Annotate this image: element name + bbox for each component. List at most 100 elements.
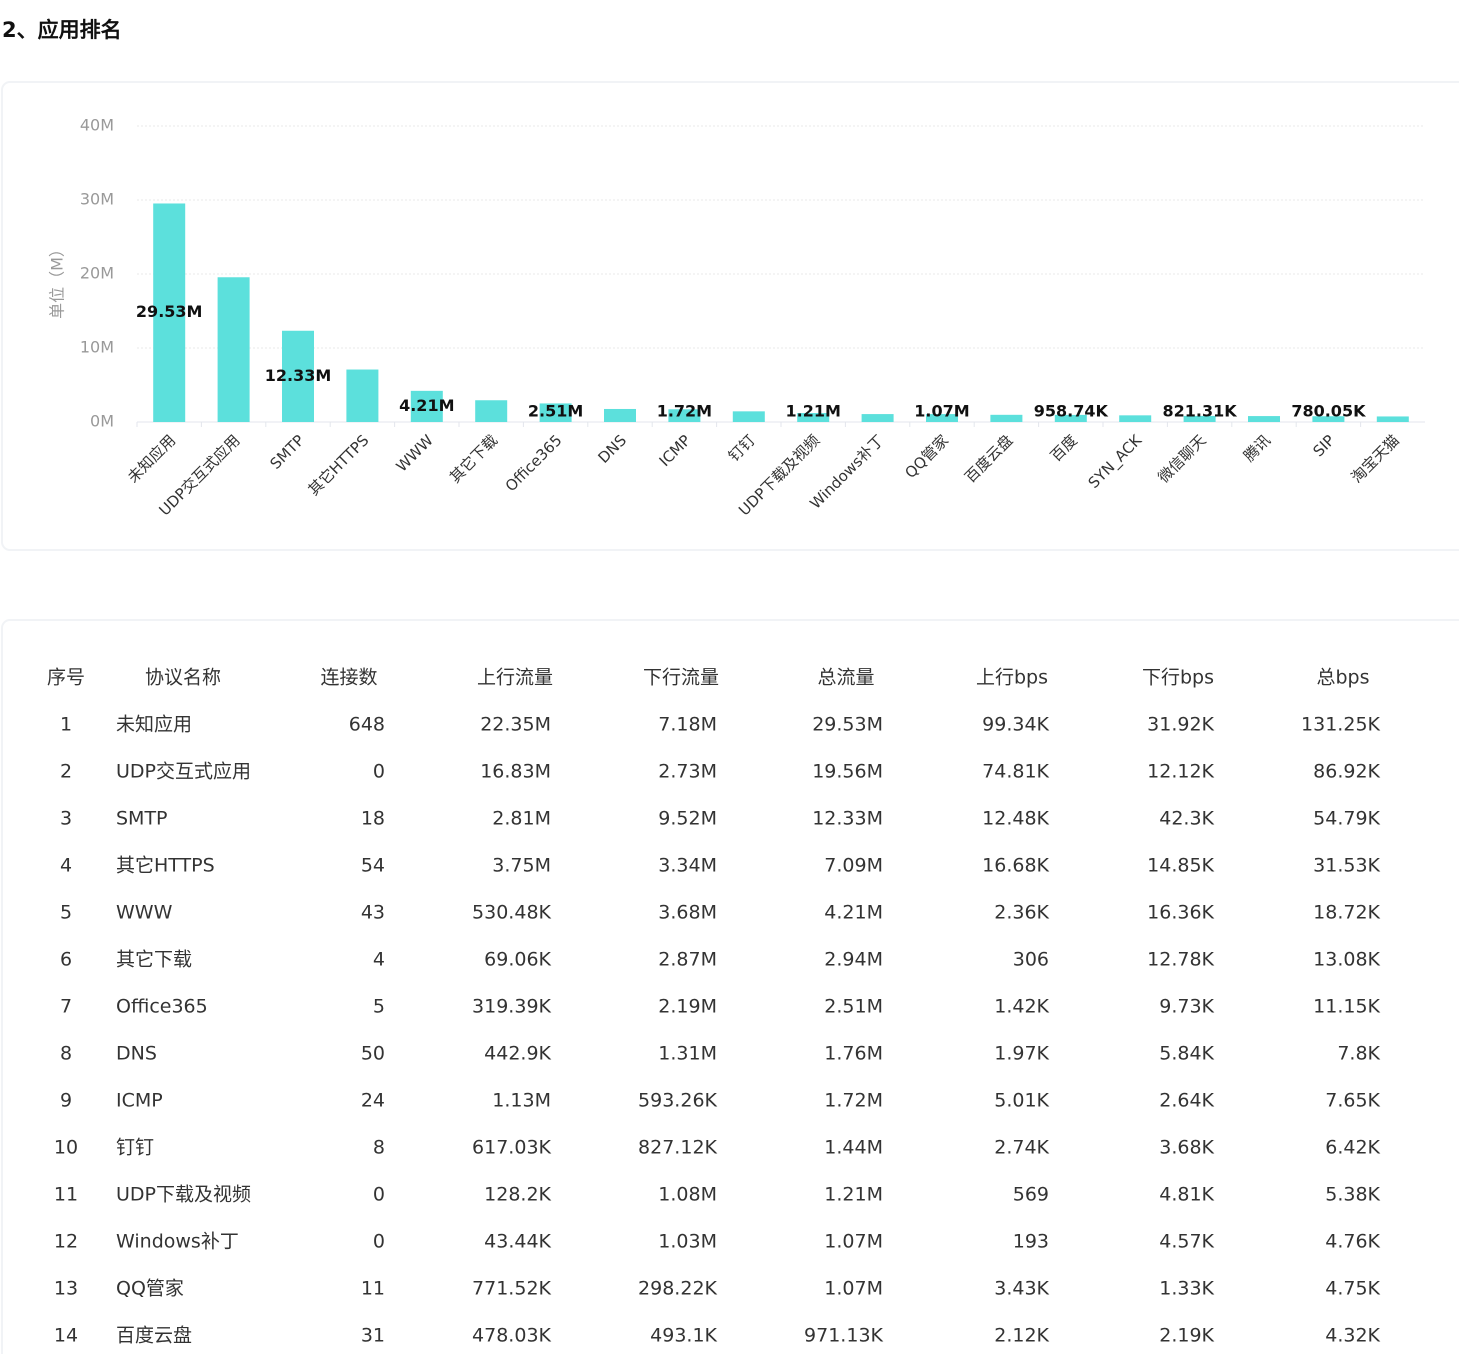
table-cell: 18 [361, 808, 385, 830]
table-cell: DNS [116, 1043, 157, 1065]
table-cell: 9 [60, 1090, 72, 1112]
table-cell: 0 [373, 1231, 385, 1253]
table-cell: 13 [54, 1278, 78, 1300]
table-cell: 10 [54, 1137, 78, 1159]
y-tick-label: 40M [80, 116, 114, 135]
table-cell: 478.03K [472, 1325, 551, 1347]
table-cell: 2.73M [658, 761, 717, 783]
bar [990, 414, 1023, 422]
data-label: 2.51M [528, 402, 583, 421]
table-cell: 8 [60, 1043, 72, 1065]
y-tick-label: 10M [80, 338, 114, 357]
table-cell: 569 [1013, 1184, 1049, 1206]
table-cell: 14 [54, 1325, 78, 1347]
table-cell: 12 [54, 1231, 78, 1253]
table-cell: 193 [1013, 1231, 1049, 1253]
table-cell: 3.75M [492, 855, 551, 877]
table-cell: 0 [373, 761, 385, 783]
table-cell: 31.53K [1313, 855, 1380, 877]
bar [475, 400, 508, 422]
table-cell: 86.92K [1313, 761, 1380, 783]
y-tick-label: 20M [80, 264, 114, 283]
data-label: 1.72M [657, 402, 712, 421]
data-label: 29.53M [136, 302, 203, 321]
table-cell: 1.31M [658, 1043, 717, 1065]
data-label: 4.21M [399, 396, 454, 415]
table-cell: 3.68K [1159, 1137, 1214, 1159]
table-cell: 4.76K [1325, 1231, 1380, 1253]
table-cell: 530.48K [472, 902, 551, 924]
table-cell: 2.36K [994, 902, 1049, 924]
bar [926, 414, 958, 422]
table-cell: 3 [60, 808, 72, 830]
table-card [1, 619, 1459, 1358]
table-cell: 16.36K [1147, 902, 1214, 924]
table-cell: 1.97K [994, 1043, 1049, 1065]
bar [1376, 416, 1409, 422]
table-cell: 2.12K [994, 1325, 1049, 1347]
table-cell: 128.2K [484, 1184, 551, 1206]
table-cell: 43.44K [484, 1231, 551, 1253]
table-header: 序号 [47, 667, 85, 689]
table-cell: 其它HTTPS [116, 855, 215, 877]
table-cell: 6 [60, 949, 72, 971]
chart-card [1, 81, 1459, 551]
table-cell: 12.12K [1147, 761, 1214, 783]
table-cell: 3.34M [658, 855, 717, 877]
table-cell: 12.78K [1147, 949, 1214, 971]
table-cell: 4.81K [1159, 1184, 1214, 1206]
table-cell: 12.33M [812, 808, 883, 830]
table-cell: 钉钉 [116, 1137, 154, 1159]
bar [539, 403, 572, 422]
table-cell: 1.07M [824, 1278, 883, 1300]
table-cell: 7.8K [1337, 1043, 1380, 1065]
table-cell: 7.65K [1325, 1090, 1380, 1112]
table-header: 上行bps [976, 667, 1048, 689]
bar [861, 414, 894, 422]
data-label: 821.31K [1163, 402, 1238, 421]
table-cell: 131.25K [1301, 714, 1380, 736]
table-cell: 298.22K [638, 1278, 717, 1300]
table-cell: 2.19M [658, 996, 717, 1018]
table-cell: 319.39K [472, 996, 551, 1018]
table-cell: 4 [60, 855, 72, 877]
table-cell: 22.35M [480, 714, 551, 736]
bar [1119, 415, 1152, 422]
table-cell: 1.21M [824, 1184, 883, 1206]
table-header: 连接数 [320, 667, 377, 689]
table-cell: 50 [361, 1043, 385, 1065]
table-cell: 19.56M [812, 761, 883, 783]
bar [1248, 416, 1280, 422]
table-cell: 14.85K [1147, 855, 1214, 877]
table-cell: 5.01K [994, 1090, 1049, 1112]
table-cell: 99.34K [982, 714, 1049, 736]
table-cell: 29.53M [812, 714, 883, 736]
table-cell: 1.33K [1159, 1278, 1214, 1300]
table-cell: WWW [116, 902, 173, 924]
bar [1183, 415, 1216, 422]
table-header: 下行流量 [643, 667, 719, 689]
bar [153, 203, 186, 422]
data-label: 1.07M [914, 402, 969, 421]
table-cell: 2.74K [994, 1137, 1049, 1159]
table-cell: 9.73K [1159, 996, 1214, 1018]
table-cell: 2.51M [824, 996, 883, 1018]
table-cell: 未知应用 [116, 714, 192, 736]
table-cell: 31.92K [1147, 714, 1214, 736]
table-cell: 0 [373, 1184, 385, 1206]
data-label: 12.33M [265, 366, 332, 385]
bar [797, 413, 830, 422]
table-cell: 827.12K [638, 1137, 717, 1159]
data-label: 1.21M [785, 402, 840, 421]
table-cell: 5 [60, 902, 72, 924]
table-header: 上行流量 [477, 667, 553, 689]
table-header: 协议名称 [145, 667, 221, 689]
table-cell: 43 [361, 902, 385, 924]
y-tick-label: 0M [90, 412, 114, 431]
table-cell: 74.81K [982, 761, 1049, 783]
table-cell: 2 [60, 761, 72, 783]
table-cell: 4.21M [824, 902, 883, 924]
table-cell: 1.08M [658, 1184, 717, 1206]
bar [1054, 414, 1087, 422]
table-cell: 617.03K [472, 1137, 551, 1159]
